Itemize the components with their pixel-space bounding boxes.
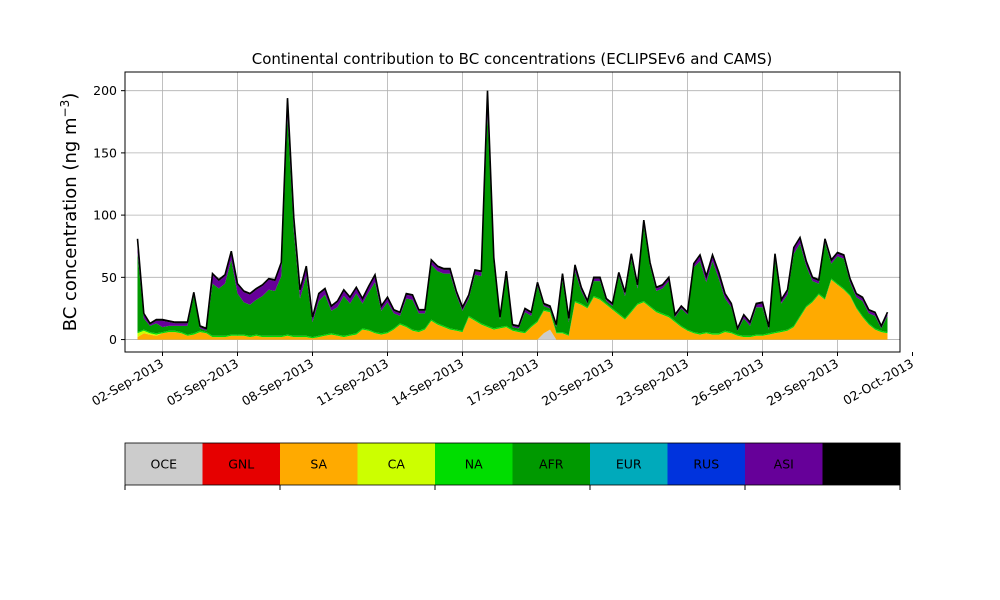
y-tick-label: 100: [93, 208, 117, 223]
legend-label-na: NA: [465, 457, 483, 472]
legend-label-asi: ASI: [774, 457, 794, 472]
legend-swatch-ca: [357, 443, 436, 485]
legend-label-aus: AUS: [848, 457, 874, 472]
legend-swatch-afr: [512, 443, 591, 485]
plot-frame: [124, 71, 901, 353]
area-afr: [137, 114, 888, 338]
legend-frame: [124, 442, 901, 486]
x-tick-label: 11-Sep-2013: [314, 356, 391, 409]
legend-label-eur: EUR: [616, 457, 642, 472]
x-tick-label: 23-Sep-2013: [614, 356, 691, 409]
x-tick-label: 20-Sep-2013: [539, 356, 616, 409]
x-tick-label: 26-Sep-2013: [689, 356, 766, 409]
x-tick-label: 14-Sep-2013: [389, 356, 466, 409]
legend-swatch-gnl: [202, 443, 281, 485]
legend-label-sa: SA: [310, 457, 327, 472]
area-sa: [137, 279, 888, 340]
colorbar-legend: OCE GNL SA CA NA AFR EUR RUS ASI AUS: [124, 442, 901, 490]
x-tick-label: 05-Sep-2013: [164, 356, 241, 409]
y-axis-label-exponent: −3: [58, 100, 72, 118]
legend-label-afr: AFR: [539, 457, 564, 472]
legend-swatch-rus: [667, 443, 746, 485]
axes: 0 50 100 150 200 02-Sep-201305-Sep-201308-Sep…: [89, 71, 916, 409]
legend-label-rus: RUS: [693, 457, 719, 472]
legend-label-gnl: GNL: [228, 457, 254, 472]
y-tick-label: 200: [93, 83, 117, 98]
y-tick-label: 0: [109, 332, 117, 347]
y-tick-label: 150: [93, 145, 117, 160]
legend-label-ca: CA: [388, 457, 406, 472]
legend-swatch-asi: [745, 443, 823, 485]
legend-swatch-aus: [822, 443, 901, 485]
total-line: [136, 90, 889, 331]
legend-swatch-oce: [125, 443, 203, 485]
chart-title: Continental contribution to BC concentra…: [252, 50, 773, 68]
legend-swatch-na: [435, 443, 513, 485]
y-axis-label-close: ): [60, 93, 81, 100]
x-tick-label: 17-Sep-2013: [464, 356, 541, 409]
legend-swatch-sa: [280, 443, 358, 485]
y-tick-label: 50: [101, 270, 117, 285]
legend-swatch-eur: [590, 443, 668, 485]
x-tick-label: 29-Sep-2013: [764, 356, 841, 409]
x-tick-label: 08-Sep-2013: [239, 356, 316, 409]
y-axis-label-main: BC concentration (ng m: [60, 117, 81, 331]
legend-label-oce: OCE: [151, 457, 178, 472]
x-tick-label: 02-Sep-2013: [89, 356, 166, 409]
stacked-areas: [136, 90, 889, 340]
x-tick-label: 02-Oct-2013: [840, 356, 916, 408]
y-axis-label: BC concentration (ng m−3): [58, 93, 81, 332]
